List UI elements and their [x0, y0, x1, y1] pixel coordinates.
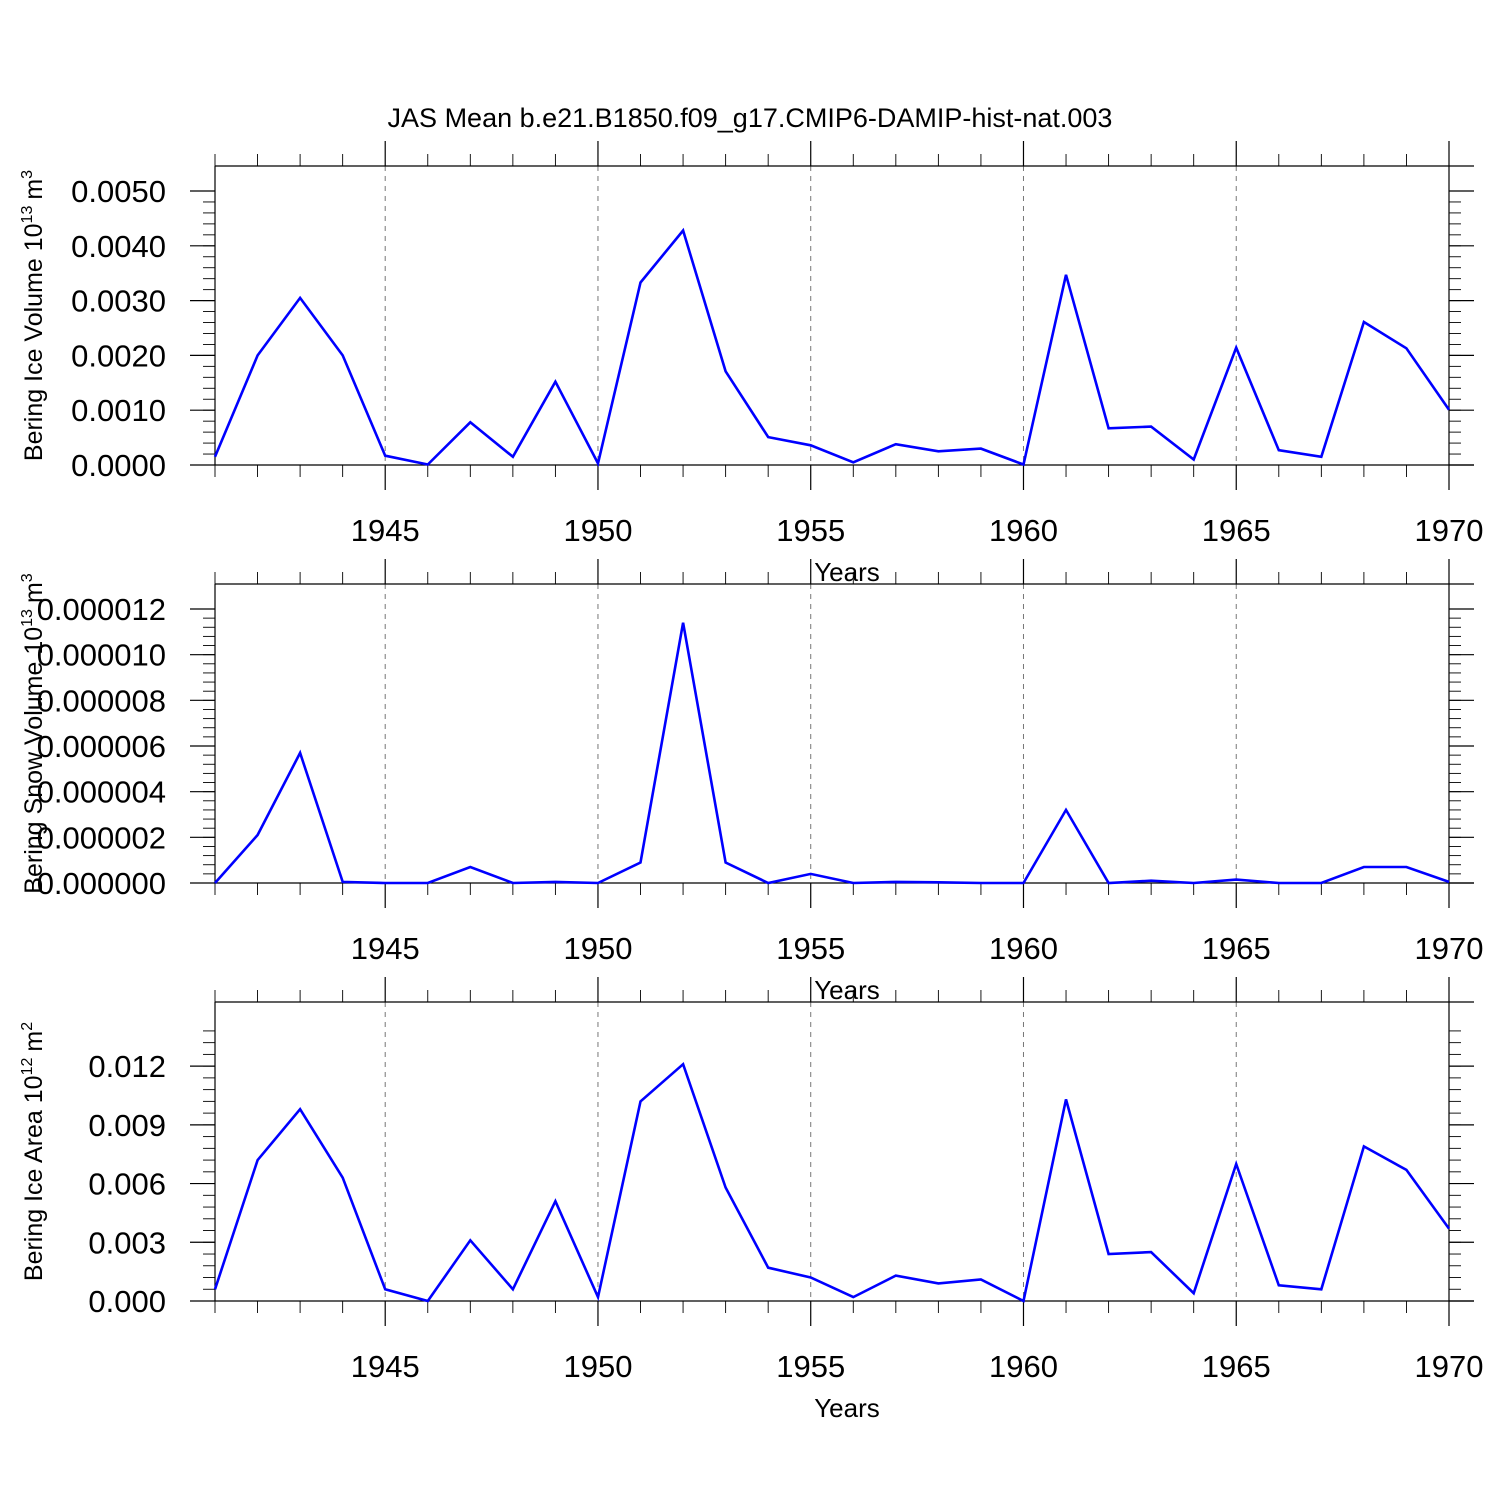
x-axis-label: Years: [814, 975, 880, 1005]
y-tick-label: 0.000004: [37, 775, 166, 810]
y-tick-label: 0.0020: [71, 338, 166, 373]
y-tick-label: 0.000000: [37, 866, 166, 901]
x-tick-label: 1955: [776, 513, 845, 548]
y-tick-label: 0.0030: [71, 284, 166, 319]
x-tick-label: 1970: [1415, 513, 1484, 548]
x-tick-label: 1965: [1202, 1349, 1271, 1384]
y-tick-label: 0.009: [88, 1108, 166, 1143]
series-line: [213, 1061, 1451, 1303]
y-tick-label: 0.006: [88, 1167, 166, 1202]
y-axis-label-text: Bering Snow Volume 10: [20, 627, 48, 894]
y-tick-label: 0.0000: [71, 448, 166, 483]
x-tick-label: 1970: [1415, 1349, 1484, 1384]
x-tick-label: 1950: [563, 513, 632, 548]
x-tick-label: 1945: [351, 1349, 420, 1384]
x-tick-label: 1955: [776, 1349, 845, 1384]
y-tick-label: 0.000006: [37, 729, 166, 764]
x-axis-label: Years: [814, 1393, 880, 1423]
x-tick-label: 1945: [351, 931, 420, 966]
y-axis-label: Bering Ice Area 1012 m2: [19, 1022, 48, 1281]
y-axis-label-unit: m: [20, 1031, 48, 1052]
y-axis-label-text: Bering Ice Area 10: [20, 1075, 48, 1281]
panels: 1945 1950 1955 1960 1965 1970 Years 0.0000 0.001…: [19, 141, 1483, 1423]
y-tick-label: 0.000010: [37, 638, 166, 673]
chart-title: JAS Mean b.e21.B1850.f09_g17.CMIP6-DAMIP…: [388, 103, 1113, 133]
x-tick-label: 1950: [563, 1349, 632, 1384]
x-tick-label: 1945: [351, 513, 420, 548]
y-axis-label-text: Bering Ice Volume 10: [20, 223, 48, 461]
series-line: [214, 622, 1450, 885]
x-tick-label: 1950: [563, 931, 632, 966]
y-axis-label-exponent: 13: [19, 609, 36, 627]
x-tick-label: 1965: [1202, 513, 1271, 548]
y-tick-label: 0.003: [88, 1225, 166, 1260]
y-axis-label: Bering Snow Volume 1013 m3: [19, 573, 48, 893]
y-axis-label-unit-exponent: 3: [19, 573, 36, 582]
x-tick-label: 1970: [1415, 931, 1484, 966]
y-axis-label-unit: m: [20, 179, 48, 200]
y-tick-label: 0.0040: [71, 229, 166, 264]
x-tick-label: 1965: [1202, 931, 1271, 966]
panel-3: 1945 1950 1955 1960 1965 1970 Years 0.000 0.003 0…: [19, 977, 1483, 1423]
y-axis-label-exponent: 13: [19, 206, 36, 224]
y-tick-label: 0.0010: [71, 393, 166, 428]
panel-2: 1945 1950 1955 1960 1965 1970 Years 0.000000 0.0…: [19, 559, 1483, 1005]
x-axis-label: Years: [814, 557, 880, 587]
x-tick-label: 1960: [989, 931, 1058, 966]
y-axis-label-unit-exponent: 2: [19, 1022, 36, 1031]
x-tick-label: 1955: [776, 931, 845, 966]
y-axis-label-exponent: 12: [19, 1058, 36, 1076]
y-tick-label: 0.000012: [37, 592, 166, 627]
y-axis-label-unit-exponent: 3: [19, 170, 36, 179]
y-axis-label-unit: m: [20, 582, 48, 603]
y-axis-label: Bering Ice Volume 1013 m3: [19, 170, 48, 461]
series-line: [213, 227, 1451, 468]
y-tick-label: 0.000002: [37, 820, 166, 855]
y-tick-label: 0.0050: [71, 174, 166, 209]
y-tick-label: 0.012: [88, 1049, 166, 1084]
x-tick-label: 1960: [989, 1349, 1058, 1384]
y-tick-label: 0.000008: [37, 683, 166, 718]
panel-1: 1945 1950 1955 1960 1965 1970 Years 0.0000 0.001…: [19, 141, 1483, 587]
y-tick-label: 0.000: [88, 1284, 166, 1319]
x-tick-label: 1960: [989, 513, 1058, 548]
